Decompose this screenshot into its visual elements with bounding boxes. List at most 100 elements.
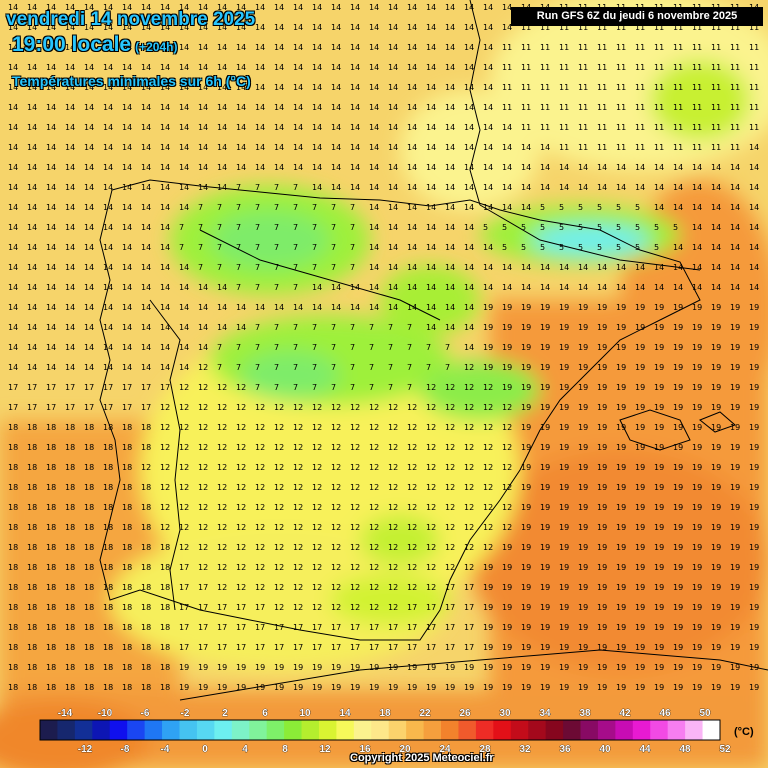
grid-value: 12 [198,543,208,552]
grid-value: 19 [255,663,265,672]
grid-value: 18 [46,523,56,532]
grid-value: 19 [730,683,740,692]
grid-value: 14 [84,163,94,172]
grid-value: 19 [692,523,702,532]
grid-value: 14 [730,203,740,212]
grid-value: 12 [312,603,322,612]
grid-value: 19 [730,303,740,312]
grid-value: 18 [8,683,18,692]
grid-value: 19 [502,343,512,352]
grid-value: 12 [483,403,493,412]
grid-value: 18 [27,503,37,512]
grid-value: 14 [160,363,170,372]
grid-value: 19 [198,663,208,672]
grid-value: 14 [673,243,683,252]
grid-value: 14 [160,283,170,292]
grid-value: 19 [578,323,588,332]
grid-value: 12 [445,463,455,472]
grid-value: 14 [426,183,436,192]
grid-value: 12 [331,583,341,592]
grid-value: 18 [27,543,37,552]
grid-value: 14 [103,283,113,292]
grid-value: 14 [103,243,113,252]
legend-label-lower: -4 [161,744,170,755]
grid-value: 19 [692,603,702,612]
grid-value: 12 [483,443,493,452]
grid-value: 14 [122,263,132,272]
grid-value: 14 [8,343,18,352]
grid-value: 11 [711,43,721,52]
grid-value: 19 [635,383,645,392]
grid-value: 14 [464,83,474,92]
grid-value: 14 [578,183,588,192]
grid-value: 14 [46,63,56,72]
grid-value: 18 [160,643,170,652]
grid-value: 14 [578,263,588,272]
grid-value: 7 [369,343,374,352]
grid-value: 19 [711,483,721,492]
forecast-time: 19:00 locale (+204h) [12,33,177,57]
grid-value: 12 [198,523,208,532]
legend-label-upper: 22 [419,708,431,719]
grid-value: 18 [122,583,132,592]
grid-value: 18 [65,483,75,492]
legend-swatch [650,720,669,740]
grid-value: 14 [597,283,607,292]
grid-value: 12 [236,483,246,492]
grid-value: 7 [236,203,241,212]
legend-swatch [196,720,215,740]
grid-value: 14 [445,103,455,112]
grid-value: 14 [236,83,246,92]
grid-value: 12 [464,543,474,552]
grid-value: 17 [255,603,265,612]
grid-value: 14 [27,263,37,272]
grid-value: 17 [445,603,455,612]
grid-value: 14 [426,243,436,252]
grid-value: 18 [84,483,94,492]
grid-value: 14 [84,183,94,192]
grid-value: 11 [654,143,664,152]
grid-value: 14 [445,203,455,212]
grid-value: 14 [654,163,664,172]
grid-value: 7 [426,363,431,372]
grid-value: 14 [103,203,113,212]
grid-value: 14 [483,43,493,52]
grid-value: 14 [198,103,208,112]
grid-value: 19 [654,603,664,612]
grid-value: 12 [217,523,227,532]
grid-value: 17 [84,403,94,412]
legend-label-lower: 20 [399,744,411,755]
grid-value: 14 [179,23,189,32]
grid-value: 19 [578,643,588,652]
grid-value: 19 [521,663,531,672]
grid-value: 7 [217,343,222,352]
grid-value: 18 [122,543,132,552]
legend-label-upper: 10 [299,708,311,719]
grid-value: 18 [103,623,113,632]
legend-label-lower: 24 [439,744,451,755]
grid-value: 17 [407,623,417,632]
grid-value: 19 [578,343,588,352]
grid-value: 7 [331,323,336,332]
grid-value: 14 [293,3,303,12]
grid-value: 19 [559,383,569,392]
legend-label-lower: 0 [202,744,208,755]
grid-value: 19 [502,303,512,312]
grid-value: 12 [293,563,303,572]
grid-value: 12 [445,523,455,532]
grid-value: 12 [502,423,512,432]
grid-value: 7 [255,363,260,372]
grid-value: 14 [502,123,512,132]
grid-value: 14 [350,123,360,132]
grid-value: 19 [540,683,550,692]
grid-value: 18 [8,543,18,552]
grid-value: 7 [426,343,431,352]
grid-value: 14 [483,163,493,172]
grid-value: 19 [293,683,303,692]
grid-value: 18 [84,623,94,632]
grid-value: 17 [217,623,227,632]
grid-value: 19 [559,663,569,672]
grid-value: 12 [426,423,436,432]
grid-value: 14 [331,83,341,92]
grid-value: 18 [46,543,56,552]
